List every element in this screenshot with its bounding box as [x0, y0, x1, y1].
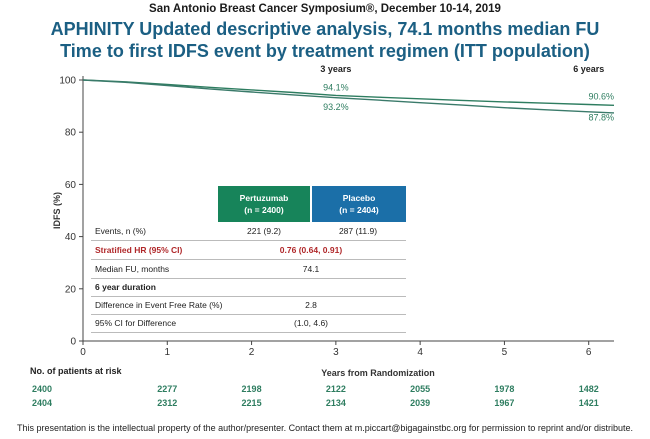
- y-axis-title: IDFS (%): [52, 192, 62, 229]
- slide-title: APHINITY Updated descriptive analysis, 7…: [0, 18, 650, 62]
- risk-count: 2055: [410, 384, 431, 394]
- risk-count: 2312: [157, 398, 178, 408]
- series-line-placebo: [82, 79, 615, 114]
- y-tick-label: 20: [65, 284, 77, 295]
- table-row-duration: 6 year duration: [91, 278, 406, 297]
- title-line-2: Time to first IDFS event by treatment re…: [60, 41, 590, 61]
- risk-count: 1482: [578, 384, 599, 394]
- y-tick-label: 40: [65, 232, 77, 243]
- ci-value: (1.0, 4.6): [293, 318, 329, 328]
- diff-value: 2.8: [305, 300, 317, 310]
- table-header-pertuzumab: Pertuzumab (n = 2400): [218, 186, 310, 222]
- table-row-diff: Difference in Event Free Rate (%) 2.8: [91, 296, 406, 315]
- timepoint-label: 3 years: [320, 64, 351, 74]
- survival-rate-label: 90.6%: [588, 92, 614, 102]
- timepoint-label: 6 years: [573, 64, 604, 74]
- y-tick-label: 100: [59, 76, 76, 87]
- survival-rate-label: 94.1%: [323, 82, 349, 92]
- risk-count: 1421: [578, 398, 599, 408]
- x-tick-label: 6: [586, 347, 592, 358]
- risk-count: 2404: [31, 398, 53, 408]
- median-fu-value: 74.1: [302, 264, 320, 274]
- risk-row-pertuzumab: 2400 2277 2198 2122 2055 1978 1482: [0, 384, 650, 396]
- y-tick-label: 0: [70, 337, 76, 348]
- row-label: Stratified HR (95% CI): [95, 245, 183, 255]
- x-axis-title: Years from Randomization: [321, 368, 435, 378]
- conference-header: San Antonio Breast Cancer Symposium®, De…: [149, 3, 501, 15]
- row-label: Events, n (%): [95, 226, 147, 236]
- x-tick-label: 0: [80, 347, 86, 358]
- hr-value: 0.76 (0.64, 0.91): [279, 245, 343, 255]
- events-placebo: 287 (11.9): [338, 226, 378, 236]
- risk-count: 2277: [157, 384, 178, 394]
- y-tick-label: 60: [65, 180, 77, 191]
- survival-rate-label: 93.2%: [323, 102, 349, 112]
- y-tick-label: 80: [65, 128, 77, 139]
- row-label: Difference in Event Free Rate (%): [95, 300, 223, 310]
- footer-disclaimer: This presentation is the intellectual pr…: [17, 423, 633, 433]
- table-row-median-fu: Median FU, months 74.1: [91, 260, 406, 279]
- x-tick-label: 1: [165, 347, 171, 358]
- table-header-placebo: Placebo (n = 2404): [312, 186, 406, 222]
- risk-count: 1967: [494, 398, 515, 408]
- risk-row-placebo: 2404 2312 2215 2134 2039 1967 1421: [0, 398, 650, 410]
- table-row-events: Events, n (%) 221 (9.2) 287 (11.9): [91, 222, 406, 241]
- row-label: Median FU, months: [95, 264, 170, 274]
- x-tick-label: 5: [502, 347, 508, 358]
- header-pertuzumab-n: (n = 2400): [244, 205, 284, 215]
- risk-count: 1978: [494, 384, 515, 394]
- header-placebo-name: Placebo: [342, 193, 376, 203]
- risk-count: 2039: [410, 398, 431, 408]
- events-pertuzumab: 221 (9.2): [246, 226, 282, 236]
- table-row-hr: Stratified HR (95% CI) 0.76 (0.64, 0.91): [91, 241, 406, 260]
- header-placebo-n: (n = 2404): [339, 205, 379, 215]
- x-tick-label: 2: [249, 347, 255, 358]
- risk-count: 2400: [31, 384, 53, 394]
- row-label: 95% CI for Difference: [95, 318, 177, 328]
- title-line-1: APHINITY Updated descriptive analysis, 7…: [50, 19, 600, 39]
- survival-rate-label: 87.8%: [588, 112, 614, 122]
- x-tick-label: 4: [417, 347, 423, 358]
- row-label: 6 year duration: [95, 282, 156, 292]
- risk-count: 2122: [325, 384, 346, 394]
- risk-table-title: No. of patients at risk: [30, 366, 122, 376]
- risk-count: 2198: [241, 384, 262, 394]
- risk-count: 2215: [241, 398, 262, 408]
- risk-count: 2134: [325, 398, 346, 408]
- series-line-pertuzumab: [82, 79, 615, 106]
- header-pertuzumab-name: Pertuzumab: [239, 193, 289, 203]
- table-row-ci: 95% CI for Difference (1.0, 4.6): [91, 314, 406, 333]
- x-tick-label: 3: [333, 347, 339, 358]
